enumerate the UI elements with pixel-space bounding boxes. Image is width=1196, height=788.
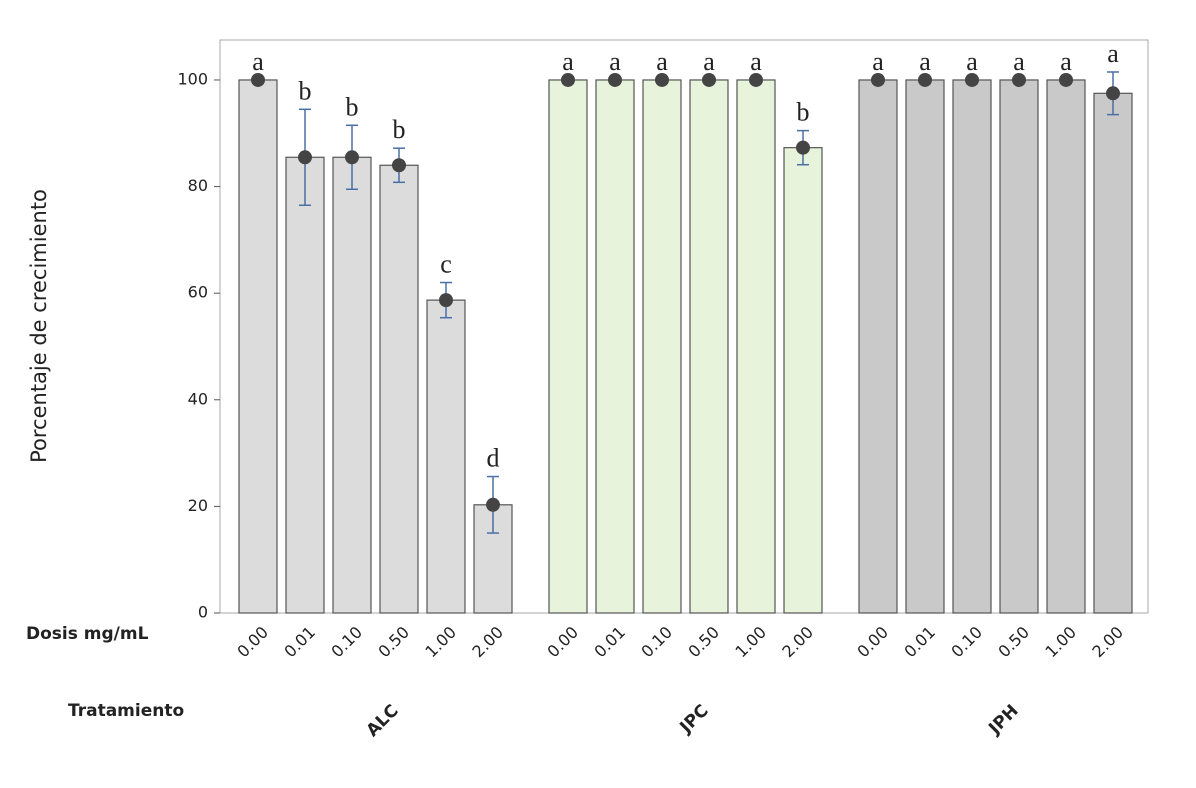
x-axis-label: Dosis mg/mL — [26, 624, 149, 644]
letter-label: b — [346, 92, 359, 121]
letter-label: a — [750, 47, 762, 76]
letter-label: a — [252, 47, 264, 76]
mean-dot — [871, 72, 885, 87]
plot-frame — [219, 39, 1149, 614]
letter-label: a — [919, 47, 931, 76]
mean-dot — [1106, 86, 1120, 101]
bar — [642, 79, 682, 614]
letter-label: a — [1107, 39, 1119, 68]
bar — [548, 79, 588, 614]
x-tick-label: 0.01 — [900, 623, 939, 662]
bar — [1046, 79, 1086, 614]
letter-label: a — [703, 47, 715, 76]
bar — [736, 79, 776, 614]
bar — [1093, 92, 1133, 614]
x-tick-label: 0.01 — [590, 623, 629, 662]
y-tick-label: 100 — [177, 69, 208, 88]
letter-label: a — [562, 47, 574, 76]
x-tick-label: 2.00 — [1088, 623, 1127, 662]
bar — [426, 299, 466, 614]
x-tick-label: 2.00 — [778, 623, 817, 662]
mean-dot — [965, 72, 979, 87]
bar — [689, 79, 729, 614]
y-tick-label: 40 — [188, 389, 208, 408]
mean-dot — [439, 293, 453, 308]
bar — [783, 147, 823, 614]
mean-dot — [796, 140, 810, 155]
x-tick-label: 0.10 — [327, 623, 366, 662]
letter-label: a — [1060, 47, 1072, 76]
mean-dot — [918, 72, 932, 87]
letter-label: a — [966, 47, 978, 76]
mean-dot — [608, 72, 622, 87]
x-tick-label: 0.01 — [280, 623, 319, 662]
mean-dot — [345, 150, 359, 165]
mean-dot — [392, 158, 406, 173]
letter-label: b — [393, 115, 406, 144]
x-tick-label: 1.00 — [1041, 623, 1080, 662]
x-tick-label: 0.50 — [994, 623, 1033, 662]
bar — [858, 79, 898, 614]
bar — [285, 156, 325, 614]
letter-label: a — [656, 47, 668, 76]
y-tick-label: 20 — [188, 496, 208, 515]
group-label: JPH — [984, 701, 1022, 739]
mean-dot — [1012, 72, 1026, 87]
y-tick-label: 0 — [198, 603, 208, 622]
mean-dot — [251, 72, 265, 87]
bar — [238, 79, 278, 614]
letter-label: a — [609, 47, 621, 76]
bar — [952, 79, 992, 614]
mean-dot — [1059, 72, 1073, 87]
y-axis-label: Porcentaje de crecimiento — [27, 189, 51, 463]
letter-label: b — [797, 98, 810, 127]
bar — [379, 164, 419, 614]
y-tick-label: 80 — [188, 176, 208, 195]
x-tick-label: 0.10 — [947, 623, 986, 662]
y-tick-label: 60 — [188, 283, 208, 302]
bar — [595, 79, 635, 614]
bar — [332, 156, 372, 614]
letter-label: a — [1013, 47, 1025, 76]
x-tick-label: 0.10 — [637, 623, 676, 662]
letter-label: a — [872, 47, 884, 76]
mean-dot — [702, 72, 716, 87]
x-tick-label: 0.50 — [374, 623, 413, 662]
mean-dot — [749, 72, 763, 87]
letter-label: b — [299, 76, 312, 105]
mean-dot — [561, 72, 575, 87]
bar — [999, 79, 1039, 614]
bar — [905, 79, 945, 614]
x-tick-label: 0.50 — [684, 623, 723, 662]
x-tick-label: 1.00 — [421, 623, 460, 662]
x-tick-label: 0.00 — [233, 623, 272, 662]
group-label: ALC — [363, 701, 403, 741]
group-label: JPC — [676, 701, 713, 738]
x-tick-label: 1.00 — [731, 623, 770, 662]
group-axis-label: Tratamiento — [68, 701, 184, 721]
x-tick-label: 0.00 — [543, 623, 582, 662]
mean-dot — [298, 150, 312, 165]
mean-dot — [655, 72, 669, 87]
x-tick-label: 0.00 — [853, 623, 892, 662]
letter-label: c — [440, 249, 452, 278]
mean-dot — [486, 497, 500, 512]
x-tick-label: 2.00 — [468, 623, 507, 662]
letter-label: d — [487, 444, 500, 473]
